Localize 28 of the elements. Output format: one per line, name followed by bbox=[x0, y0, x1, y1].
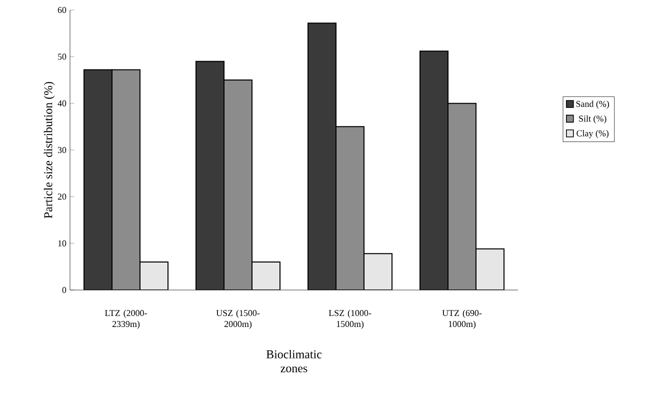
y-tick-label: 10 bbox=[58, 240, 66, 246]
bar bbox=[84, 69, 112, 290]
bar bbox=[308, 22, 336, 290]
bar bbox=[140, 262, 168, 290]
legend-label: Sand (%) bbox=[576, 100, 609, 109]
bar bbox=[336, 126, 364, 290]
y-tick-label: 0 bbox=[62, 286, 66, 294]
bar bbox=[420, 50, 448, 290]
x-tick-label: UTZ (690-1000m) bbox=[442, 310, 482, 329]
bar bbox=[224, 80, 252, 290]
y-tick-label: 50 bbox=[58, 54, 66, 60]
x-tick-label: LTZ (2000-2339m) bbox=[105, 310, 147, 329]
y-tick-label: 30 bbox=[58, 146, 66, 154]
bar bbox=[112, 69, 140, 290]
y-tick-label: 60 bbox=[58, 6, 66, 14]
x-axis-title: Bioclimatic zones bbox=[266, 350, 322, 372]
bar bbox=[252, 262, 280, 290]
bar bbox=[448, 102, 477, 290]
y-tick-label: 20 bbox=[58, 194, 66, 200]
y-tick-label: 40 bbox=[58, 100, 66, 106]
x-tick-label: USZ (1500-2000m) bbox=[216, 310, 260, 329]
y-axis-title: Particle size distribution (%) bbox=[44, 82, 55, 218]
x-tick-label: LSZ (1000-1500m) bbox=[328, 310, 372, 329]
bar bbox=[476, 248, 505, 290]
legend-label: Silt (%) bbox=[579, 115, 606, 124]
bar bbox=[196, 60, 224, 290]
bar bbox=[364, 253, 393, 290]
legend-label: Clay (%) bbox=[576, 130, 608, 138]
